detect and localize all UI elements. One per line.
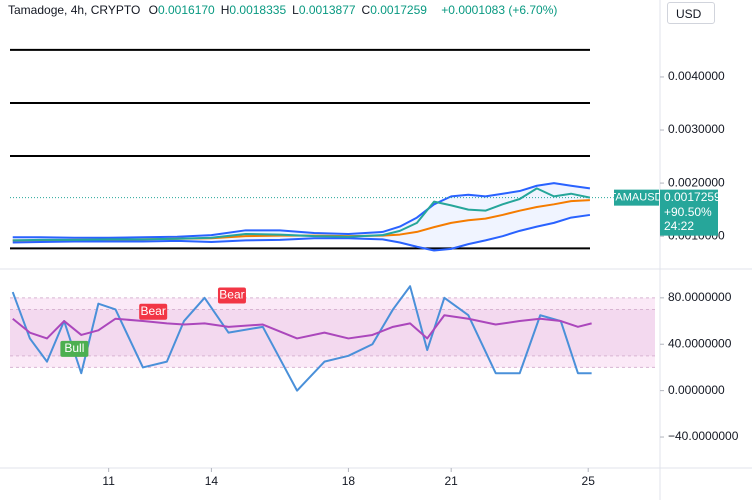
ohlc-label: L xyxy=(292,3,299,17)
change: +0.0001083 (+6.70%) xyxy=(441,3,558,17)
currency-button[interactable]: USD xyxy=(667,2,715,24)
price-tag xyxy=(660,189,718,236)
y-tick-label: 80.0000000 xyxy=(668,290,732,304)
band xyxy=(10,309,655,356)
ohlc-value: 0.0016170 xyxy=(157,3,215,17)
header: Tamadoge, 4h, CRYPTO O0.0016170 H0.001833… xyxy=(8,3,562,17)
series-line xyxy=(12,314,592,340)
ohlc-value: 0.0017259 xyxy=(370,3,427,17)
ohlc-label: H xyxy=(220,3,230,17)
countdown: 24:22 xyxy=(664,219,694,233)
symbol-title: Tamadoge, 4h, CRYPTO xyxy=(8,3,141,17)
x-tick-label: 21 xyxy=(445,474,459,488)
series-line xyxy=(12,187,591,242)
series-line xyxy=(12,182,591,239)
y-tick-label: 0.0040000 xyxy=(668,69,725,83)
y-tick-label: −40.0000000 xyxy=(668,429,739,443)
ohlc-value: 0.0013877 xyxy=(298,3,356,17)
price-label: 0.0017259 xyxy=(664,190,721,204)
x-tick-label: 14 xyxy=(205,474,219,488)
x-tick-label: 11 xyxy=(102,474,115,488)
x-tick-label: 18 xyxy=(342,474,356,488)
signal-label: Bear xyxy=(141,304,166,318)
price-change: +90.50% xyxy=(664,205,712,219)
y-tick-label: 0.0030000 xyxy=(668,122,725,136)
series-line xyxy=(11,285,592,392)
symbol-label: TAMAUSD xyxy=(610,192,663,204)
signal-label: Bear xyxy=(219,288,244,302)
symbol-tag xyxy=(614,189,659,206)
y-tick-label: 0.0000000 xyxy=(668,383,725,397)
y-tick-label: 0.0020000 xyxy=(668,175,725,189)
signal-box xyxy=(217,287,246,304)
ohlc: O0.0016170 H0.0018335 L0.0013877 C0.0017259 xyxy=(149,3,433,17)
ohlc-label: O xyxy=(148,3,158,17)
ohlc-label: C xyxy=(361,3,371,17)
x-tick-label: 25 xyxy=(582,474,596,488)
ohlc-value: 0.0018335 xyxy=(229,3,287,17)
signal-box xyxy=(60,340,89,357)
series-line xyxy=(12,213,591,252)
y-tick-label: 40.0000000 xyxy=(668,336,732,350)
signal-label: Bull xyxy=(64,341,84,355)
signal-box xyxy=(139,303,168,320)
